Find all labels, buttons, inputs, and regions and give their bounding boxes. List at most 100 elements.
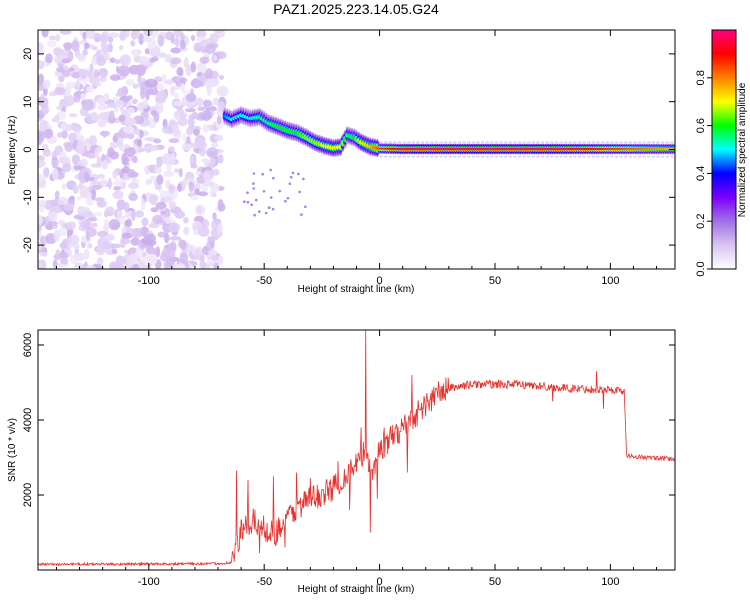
snr-series-line [38,330,675,567]
noise-blob [62,162,72,173]
noise-blob [169,57,182,65]
ridge-sidelobe [444,141,448,144]
ridge-sidelobe [490,155,494,158]
noise-blob [54,190,60,200]
spectrogram-x-axis-label: Height of straight line (km) [298,284,415,295]
noise-blob [168,183,175,194]
ridge-sidelobe [596,141,600,144]
noise-blob [89,63,94,73]
noise-blob [112,169,118,180]
noise-blob [119,106,125,112]
ridge-sidelobe [398,141,401,144]
ridge-sidelobe [559,141,563,144]
noise-blob [43,128,54,139]
speckle [286,196,290,200]
noise-blob [48,35,57,41]
ridge-sidelobe [471,155,475,158]
noise-blob [97,230,108,238]
ridge-sidelobe [559,155,563,158]
noise-blob [58,156,71,165]
noise-blob [157,231,167,238]
noise-blob [195,97,204,107]
noise-blob [59,30,72,35]
snr-x-axis: -100 -50 0 50 100 [55,330,658,588]
spectrogram-x-axis: -100 -50 0 50 100 [55,30,658,287]
noise-blob [123,202,130,212]
spectrogram-y-tick-label: 0 [22,146,34,152]
noise-blob [125,144,130,149]
ridge-sidelobe [591,141,595,144]
noise-blob [93,82,102,87]
speckle [252,172,256,175]
noise-blob [109,243,122,249]
noise-blob [165,79,174,85]
speckle [288,182,292,185]
noise-blob [127,182,139,189]
noise-blob [125,78,135,87]
noise-blob [78,182,84,190]
noise-blob [78,206,90,213]
noise-blob [124,117,137,127]
noise-blob [151,110,158,117]
noise-blob [145,247,158,255]
noise-blob [181,143,193,151]
noise-blob [188,181,195,193]
ridge-sidelobe [628,141,632,144]
noise-blob [111,248,118,255]
noise-blob [204,68,214,80]
ridge-sidelobe [665,155,669,158]
noise-blob [76,196,82,201]
ridge-sidelobe [610,141,614,144]
noise-blob [140,198,146,211]
noise-blob [186,126,193,136]
noise-blob [170,47,182,54]
ridge-sidelobe [591,155,595,158]
noise-blob [40,104,50,115]
ridge-sidelobe [670,155,674,158]
ridge-sidelobe [518,155,522,158]
noise-blob [205,43,216,54]
noise-blob [63,65,68,72]
ridge-sidelobe [647,141,651,144]
noise-blob [156,174,164,185]
noise-blob [97,144,103,153]
ridge-sidelobe [619,155,623,158]
noise-blob [93,222,98,228]
ridge-sidelobe [462,155,466,158]
noise-blob [196,62,207,73]
noise-blob [109,141,120,149]
noise-blob [205,105,217,112]
noise-blob [199,261,207,269]
noise-blob [46,40,57,48]
snr-x-tick-label: -50 [256,576,272,588]
speckle [262,190,266,193]
ridge-sidelobe [527,141,531,144]
noise-blob [138,147,145,153]
noise-blob [80,93,86,100]
ridge-sidelobe [564,155,568,158]
speckle [258,210,261,213]
ridge-sidelobe [647,155,651,158]
noise-blob [191,112,199,119]
noise-blob [107,177,112,190]
ridge-sidelobe [402,141,406,144]
ridge-sidelobe [508,155,512,158]
snr-y-tick-label: 2000 [22,483,34,507]
noise-blob [145,148,152,154]
ridge-sidelobe [411,141,415,144]
speckle [298,190,301,194]
snr-y-tick-label: 6000 [22,333,34,357]
noise-blob [144,137,154,142]
noise-blob [86,217,98,222]
noise-blob [99,173,105,179]
ridge-sidelobe [596,155,600,158]
noise-blob [176,66,184,77]
noise-blob [97,112,110,121]
noise-blob [120,215,126,220]
noise-blob [60,258,69,265]
noise-blob [78,70,90,77]
noise-blob [132,50,140,57]
noise-blob [114,99,125,108]
noise-blob [122,166,130,174]
